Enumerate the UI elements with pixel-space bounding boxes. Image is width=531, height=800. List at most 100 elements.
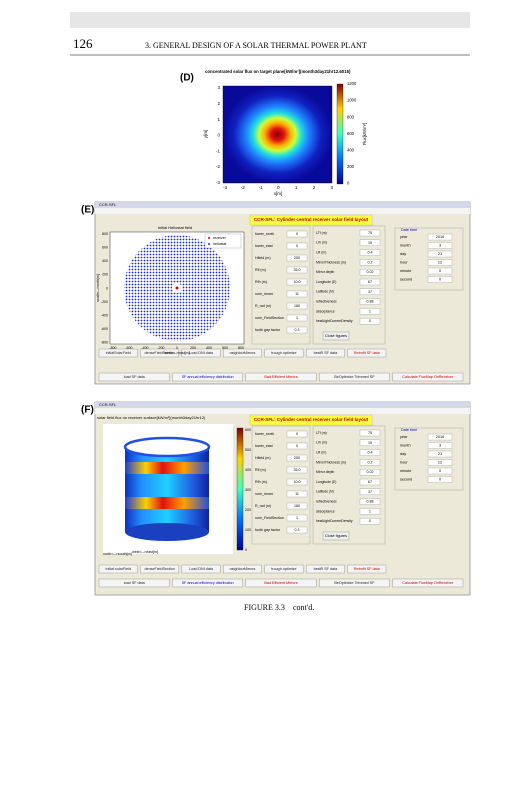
hot-band xyxy=(125,462,209,474)
button[interactable] xyxy=(181,564,221,574)
field-box xyxy=(359,429,381,437)
x-tick-label: 1 xyxy=(295,185,298,190)
button[interactable] xyxy=(223,564,262,574)
button-label: Bad Efficient Mirrors xyxy=(264,581,297,585)
field-label: minute xyxy=(400,269,411,273)
field-value: 21 xyxy=(438,452,442,456)
field-label: Rfh (m) xyxy=(255,280,267,284)
field-value: 0 xyxy=(296,244,298,248)
field-label: Lrh (m) xyxy=(316,241,327,245)
field-value: 0.3 xyxy=(295,528,300,532)
y-tick-label: -200 xyxy=(101,300,108,304)
field-box xyxy=(286,230,308,238)
plot-title: solar field flux on receiver surface[kW/… xyxy=(97,415,206,420)
y-tick-label: -400 xyxy=(101,314,108,318)
button[interactable] xyxy=(181,348,221,358)
x-tick-label: -3 xyxy=(223,185,227,190)
button[interactable] xyxy=(264,348,304,358)
field-label: LTf (m) xyxy=(316,431,327,435)
button[interactable] xyxy=(318,372,390,382)
field-label: Mirror depth xyxy=(316,470,334,474)
y-tick-label: -600 xyxy=(101,327,108,331)
field-box xyxy=(286,466,308,474)
button[interactable] xyxy=(223,348,262,358)
field-value: 0.2 xyxy=(368,460,373,464)
legend-label: receiver xyxy=(213,236,227,240)
window-title: CCR-SFL xyxy=(99,402,117,407)
figure-label: (F) xyxy=(81,405,94,416)
field-label: tower_east xyxy=(255,244,273,248)
button[interactable] xyxy=(392,578,464,588)
field-label: Longitude (E) xyxy=(316,280,336,284)
field-label: day xyxy=(400,252,406,256)
button[interactable] xyxy=(318,578,390,588)
field-value: 67 xyxy=(368,480,372,484)
x-tick-label: 200 xyxy=(190,346,196,350)
close-button[interactable] xyxy=(322,531,350,541)
field-box xyxy=(427,276,453,283)
field-box xyxy=(427,450,453,458)
gui-window: CCR-SFL CCR-SFL: Cylinder central receive… xyxy=(94,401,471,596)
button[interactable] xyxy=(172,372,244,382)
button[interactable] xyxy=(140,348,180,358)
button[interactable] xyxy=(305,348,345,358)
field-box xyxy=(359,249,381,256)
colorbar-tick-label: 400 xyxy=(347,148,355,153)
field-value: 0 xyxy=(369,519,371,523)
field-label: hour xyxy=(400,461,408,465)
date-panel xyxy=(394,227,464,291)
button[interactable] xyxy=(347,564,387,574)
colorbar-label: Flux[kW/m²] xyxy=(362,123,367,145)
button[interactable] xyxy=(245,578,317,588)
field-box xyxy=(427,433,453,441)
button[interactable] xyxy=(347,348,387,358)
field-box xyxy=(286,526,308,534)
button[interactable] xyxy=(98,578,170,588)
y-tick-label: 1 xyxy=(217,117,220,122)
button-label: Close figures xyxy=(325,534,347,538)
field-value: 75 xyxy=(368,231,372,235)
field-label: tooth gap factor xyxy=(255,528,281,532)
colorbar-tick-label: 1000 xyxy=(347,98,357,103)
field-label: Mirror depth xyxy=(316,270,334,274)
field-box xyxy=(359,488,381,495)
x-tick-label: -800 xyxy=(109,346,116,350)
field-box xyxy=(427,442,453,449)
colorbar-tick-label: 200 xyxy=(245,508,251,512)
x-tick-label: 2 xyxy=(313,185,316,190)
y-tick-label: 0 xyxy=(217,133,220,138)
button[interactable] xyxy=(305,564,345,574)
legend-label: heliostat xyxy=(213,242,226,246)
close-button[interactable] xyxy=(322,331,350,341)
field-value: 1 xyxy=(369,309,371,313)
field-value: 0.88 xyxy=(367,300,374,304)
button[interactable] xyxy=(245,372,317,382)
field-box xyxy=(286,478,308,486)
field-value: 0 xyxy=(439,278,441,282)
button-label: Load DNI data xyxy=(189,567,214,571)
field-box xyxy=(427,476,453,483)
field-value: 0.02 xyxy=(367,470,374,474)
button-label: BeOptimize Trimmed SF xyxy=(334,581,375,585)
button-label: bestR SF data xyxy=(314,351,339,355)
field-box xyxy=(359,298,381,305)
field-label: day xyxy=(400,452,406,456)
field-label: heatLightCurrentDensity xyxy=(316,519,353,523)
field-value: 250 xyxy=(294,256,300,260)
button[interactable] xyxy=(98,348,138,358)
field-value: 67 xyxy=(368,280,372,284)
button[interactable] xyxy=(98,372,170,382)
field-box xyxy=(359,239,381,246)
button[interactable] xyxy=(264,564,304,574)
x-tick-label: 3 xyxy=(331,185,334,190)
field-label: tower_north xyxy=(255,232,274,236)
button[interactable] xyxy=(172,578,244,588)
field-box xyxy=(359,498,381,505)
button[interactable] xyxy=(392,372,464,382)
caption-label: FIGURE 3.3 xyxy=(244,603,285,612)
button[interactable] xyxy=(98,564,138,574)
x-tick-label: -400 xyxy=(141,346,148,350)
button[interactable] xyxy=(140,564,180,574)
y-tick-label: 200 xyxy=(102,273,108,277)
